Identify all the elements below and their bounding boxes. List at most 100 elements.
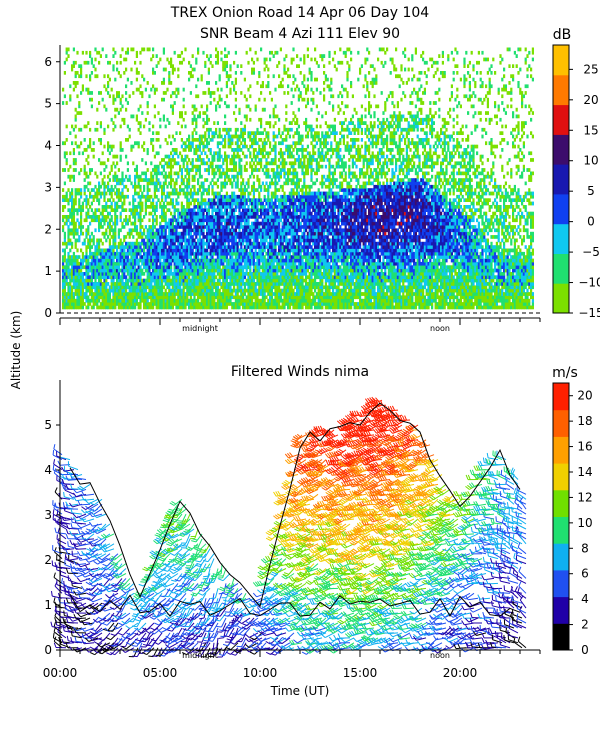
snr-cell [89, 205, 91, 209]
snr-cell [139, 84, 141, 88]
snr-cell [121, 48, 123, 52]
snr-cell [78, 151, 80, 155]
snr-cell [249, 94, 251, 98]
snr-cell [282, 185, 284, 189]
snr-cell [69, 165, 71, 169]
snr-cell [246, 202, 248, 206]
snr-cell [175, 151, 177, 155]
snr-cell [262, 151, 264, 155]
snr-cell [82, 262, 84, 266]
snr-cell [271, 178, 273, 182]
snr-cell [249, 135, 251, 139]
snr-cell [202, 185, 204, 189]
snr-cell [134, 178, 136, 182]
snr-cell [179, 285, 181, 289]
snr-cell [247, 148, 249, 152]
snr-cell [87, 198, 89, 202]
snr-cell [246, 51, 248, 55]
snr-cell [193, 222, 195, 226]
snr-cell [170, 185, 172, 189]
snr-cell [181, 51, 183, 55]
snr-cell [62, 218, 64, 222]
snr-cell [195, 151, 197, 155]
snr-cell [202, 158, 204, 162]
snr-cell [224, 242, 226, 246]
snr-cell [224, 185, 226, 189]
snr-cell [109, 242, 111, 246]
snr-cell [217, 185, 219, 189]
snr-cell [71, 242, 73, 246]
snr-cell [100, 91, 102, 95]
snr-cell [139, 212, 141, 216]
snr-cell [103, 161, 105, 165]
snr-cell [193, 178, 195, 182]
snr-cell [138, 192, 140, 196]
snr-cell [100, 222, 102, 226]
snr-cell [143, 239, 145, 243]
snr-cell [136, 208, 138, 212]
snr-cell [195, 118, 197, 122]
snr-cell [283, 306, 285, 310]
snr-cell [247, 195, 249, 199]
snr-cell [93, 64, 95, 68]
snr-cell [94, 58, 96, 62]
snr-cell [240, 168, 242, 172]
snr-cell [87, 259, 89, 263]
snr-cell [183, 161, 185, 165]
snr-cell [112, 249, 114, 253]
snr-cell [129, 202, 131, 206]
snr-cell [235, 208, 237, 212]
snr-cell [229, 91, 231, 95]
snr-cell [229, 64, 231, 68]
snr-cell [199, 188, 201, 192]
snr-cell [69, 94, 71, 98]
snr-cell [183, 88, 185, 92]
snr-cell [274, 148, 276, 152]
snr-cell [130, 81, 132, 85]
snr-cell [201, 205, 203, 209]
snr-cell [152, 198, 154, 202]
snr-cell [258, 74, 260, 78]
snr-cell [204, 111, 206, 115]
snr-cell [111, 205, 113, 209]
snr-cell [246, 188, 248, 192]
snr-cell [121, 148, 123, 152]
snr-cell [87, 155, 89, 159]
snr-cell [255, 249, 257, 253]
snr-cell [256, 58, 258, 62]
snr-cell [118, 94, 120, 98]
snr-cell [269, 91, 271, 95]
snr-cell [179, 165, 181, 169]
snr-cell [233, 84, 235, 88]
snr-cell [231, 185, 233, 189]
snr-cell [71, 289, 73, 293]
snr-cell [211, 255, 213, 259]
snr-cell [136, 68, 138, 72]
snr-cell [195, 84, 197, 88]
snr-cell [107, 81, 109, 85]
snr-cell [253, 151, 255, 155]
snr-cell [80, 168, 82, 172]
snr-cell [148, 269, 150, 273]
snr-cell [235, 105, 237, 109]
snr-cell [127, 161, 129, 165]
snr-cell [235, 71, 237, 75]
snr-cell [278, 128, 280, 132]
snr-cell [238, 228, 240, 232]
snr-cell [127, 222, 129, 226]
snr-cell [80, 71, 82, 75]
snr-cell [71, 68, 73, 72]
snr-cell [156, 218, 158, 222]
snr-cell [163, 208, 165, 212]
snr-cell [181, 202, 183, 206]
snr-cell [76, 71, 78, 75]
snr-cell [80, 215, 82, 219]
snr-cell [202, 228, 204, 232]
snr-cell [141, 202, 143, 206]
snr-cell [82, 202, 84, 206]
snr-cell [208, 68, 210, 72]
snr-cell [202, 245, 204, 249]
snr-cell [168, 71, 170, 75]
snr-cell [116, 161, 118, 165]
snr-cell [193, 185, 195, 189]
